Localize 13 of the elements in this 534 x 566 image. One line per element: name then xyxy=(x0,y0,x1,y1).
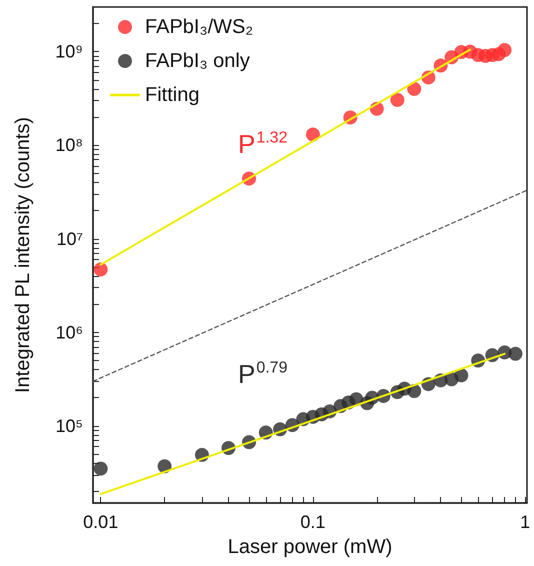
y-tick-label: 10⁹ xyxy=(55,42,83,62)
x-tick-label: 1 xyxy=(520,512,530,532)
legend-label: FAPbI₃ only xyxy=(145,50,250,72)
y-axis-title: Integrated PL intensity (counts) xyxy=(12,116,34,394)
x-axis-title: Laser power (mW) xyxy=(228,536,392,558)
y-tick-label: 10⁸ xyxy=(55,135,83,156)
legend-label: Fitting xyxy=(145,84,200,106)
y-tick-label: 10⁶ xyxy=(56,322,83,342)
y-tick-label: 10⁷ xyxy=(56,228,83,249)
legend-label: FAPbI₃/WS₂ xyxy=(145,16,254,38)
y-tick-label: 10⁵ xyxy=(56,416,83,436)
x-tick-label: 0.1 xyxy=(300,512,326,532)
x-tick-label: 0.01 xyxy=(83,512,118,532)
